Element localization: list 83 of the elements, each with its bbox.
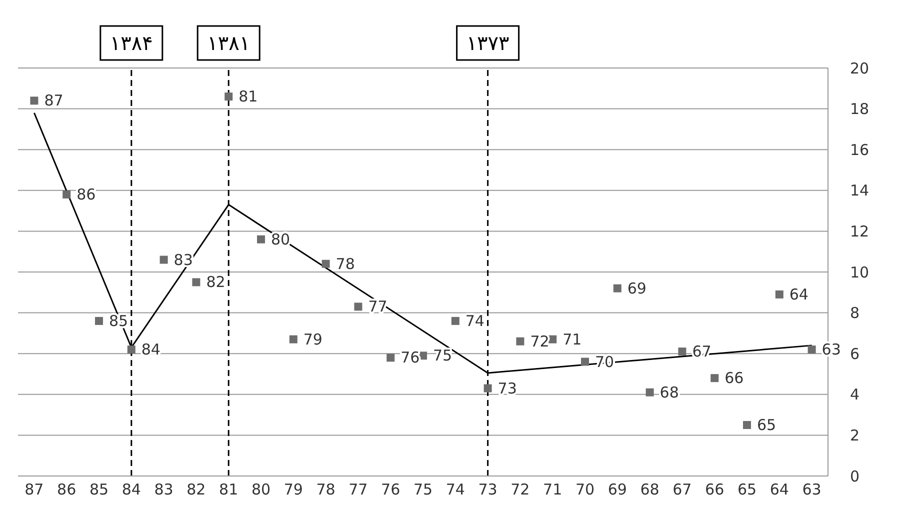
x-tick-label: 65 [737,480,757,499]
y-tick-label: 10 [850,263,870,282]
point [257,235,265,244]
annotation: 86 [76,185,96,204]
annotation: 72 [530,332,550,350]
point [743,421,751,429]
y-tick-label: 14 [850,182,870,200]
annotation: 71 [562,330,582,348]
x-tick-label: 77 [348,480,368,499]
y-tick-label: 0 [850,467,860,486]
point [646,388,654,396]
point [678,348,686,356]
y-tick-label: 4 [850,386,860,404]
x-tick-label: 78 [316,480,336,499]
annotation: 65 [757,416,776,434]
point [710,374,719,382]
y-tick-label: 6 [850,344,860,363]
point [386,354,395,362]
point [30,96,38,105]
ref-line-label: ۱۳۸۱ [207,31,250,55]
x-tick-label: 82 [186,480,206,499]
x-tick-label: 66 [705,480,724,499]
point [516,337,524,346]
x-tick-label: 69 [608,480,627,499]
annotation: 64 [789,285,808,304]
y-tick-label: 18 [850,100,870,118]
annotation: 74 [465,312,484,330]
x-tick-label: 64 [770,480,789,499]
annotation: 66 [724,369,744,388]
x-tick-label: 85 [89,480,109,499]
point [581,358,589,366]
annotation: 68 [660,383,679,402]
annotation: 83 [174,250,193,269]
x-tick-label: 74 [446,480,465,499]
annotation: 69 [627,279,646,298]
y-tick-label: 8 [850,304,860,322]
point [775,290,784,298]
point [613,284,622,292]
x-tick-label: 72 [510,480,530,499]
annotation: 82 [206,273,226,292]
x-tick-label: 84 [122,480,141,499]
x-tick-label: 81 [219,480,238,499]
x-tick-label: 83 [154,480,174,499]
annotation: 76 [400,348,420,367]
annotation: 84 [141,340,160,359]
y-tick-label: 20 [850,59,870,78]
ref-line-label: ۱۳۷۳ [466,31,510,55]
annotation: 78 [336,254,355,273]
x-tick-label: 87 [24,480,44,499]
y-tick-label: 2 [850,426,860,445]
point [322,260,330,268]
annotation: 73 [498,379,517,398]
x-tick-label: 68 [640,480,660,499]
annotation: 63 [822,340,841,359]
x-tick-label: 79 [284,480,303,499]
point [808,346,816,354]
point [192,278,200,286]
x-tick-label: 76 [381,480,400,499]
x-tick-label: 63 [802,480,822,499]
annotation: 87 [44,92,64,110]
x-tick-label: 86 [57,480,76,499]
x-tick-label: 73 [478,480,498,499]
annotation: 79 [303,330,322,348]
x-tick-label: 71 [543,480,562,499]
annotation: 77 [368,298,388,316]
ref-line-label: ۱۳۸۴ [110,31,153,55]
point [224,92,233,101]
annotation: 75 [433,346,452,365]
x-tick-label: 80 [251,480,271,499]
point [62,190,71,198]
x-tick-label: 70 [575,480,595,499]
point [95,316,103,325]
point [127,346,136,354]
x-tick-label: 67 [672,480,692,499]
point [354,302,362,311]
point [451,316,460,325]
y-tick-label: 12 [850,222,870,241]
y-tick-label: 16 [850,140,870,159]
annotation: 81 [238,88,258,106]
x-tick-label: 75 [413,480,433,499]
point [484,384,492,392]
point [289,335,298,344]
point [160,256,168,264]
